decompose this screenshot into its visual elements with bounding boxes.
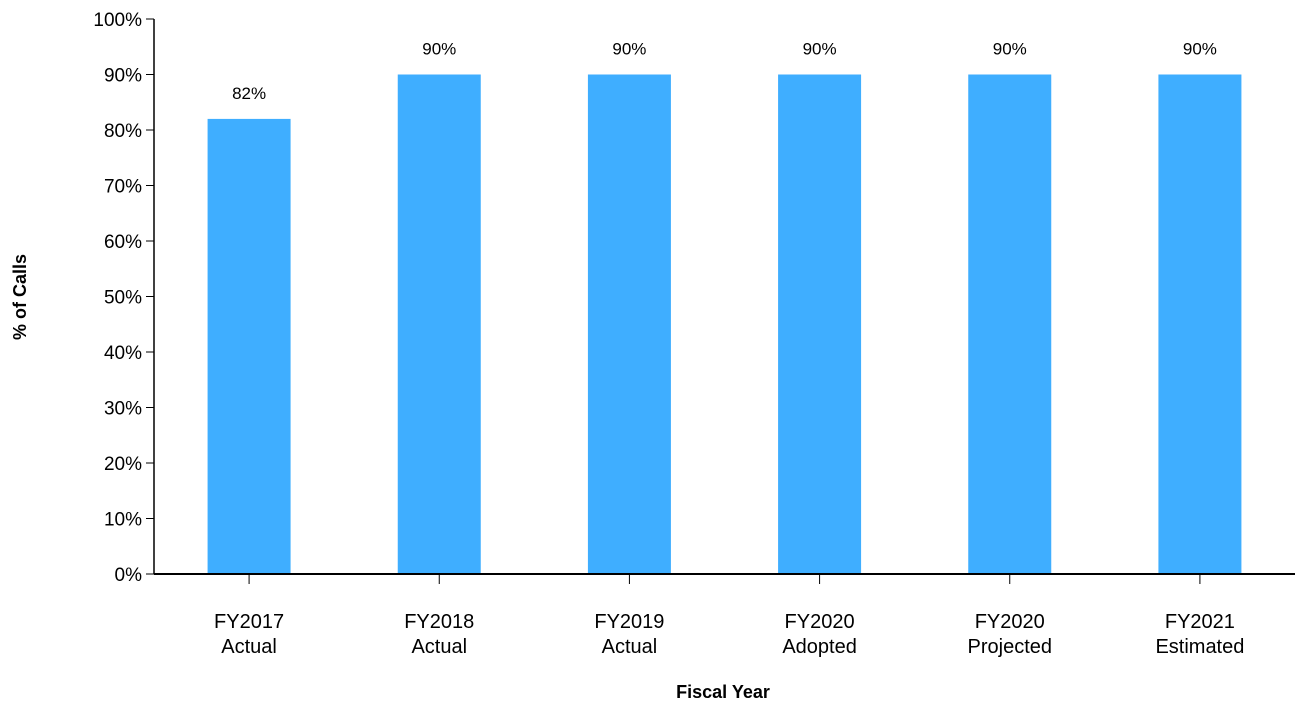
bar — [397, 74, 481, 574]
x-tick-label-line: FY2020 — [785, 611, 855, 633]
x-tick-label-line: FY2018 — [404, 611, 474, 633]
y-tick-label: 10% — [104, 510, 142, 531]
y-tick-label: 80% — [104, 121, 142, 142]
x-tick-label-line: Estimated — [1155, 636, 1244, 658]
data-labels: 82% 90% 90% 90% 90% 90% — [232, 40, 1217, 103]
bar — [778, 74, 862, 574]
x-tick-label: FY2017 Actual — [214, 611, 284, 658]
bars — [207, 74, 1242, 575]
x-tick-label-line: FY2017 — [214, 611, 284, 633]
bar-value-label: 90% — [1183, 40, 1217, 59]
x-tick-label-line: Actual — [221, 636, 277, 658]
y-tick-label: 0% — [115, 565, 143, 586]
x-tick-label: FY2019 Actual — [594, 611, 664, 658]
bar-value-label: 90% — [422, 40, 456, 59]
bar — [207, 118, 291, 575]
x-tick-label-line: Projected — [968, 636, 1053, 658]
x-axis-title: Fiscal Year — [676, 682, 770, 702]
y-tick-label: 70% — [104, 177, 142, 198]
x-tick-label-line: FY2021 — [1165, 611, 1235, 633]
bar-value-label: 82% — [232, 84, 266, 103]
x-tick-label-line: FY2019 — [594, 611, 664, 633]
bar — [587, 74, 671, 574]
x-tick-label: FY2018 Actual — [404, 611, 474, 658]
bar — [1158, 74, 1242, 574]
x-tick-label: FY2021 Estimated — [1155, 611, 1244, 658]
bar-value-label: 90% — [803, 40, 837, 59]
x-tick-label-line: Adopted — [782, 636, 857, 658]
x-tick-label-line: Actual — [411, 636, 467, 658]
x-tick-label-line: Actual — [602, 636, 658, 658]
y-axis-title: % of Calls — [10, 254, 30, 340]
bar-value-label: 90% — [612, 40, 646, 59]
y-tick-label: 30% — [104, 399, 142, 420]
x-tick-label: FY2020 Adopted — [782, 611, 857, 658]
x-tick-label: FY2020 Projected — [968, 611, 1053, 658]
y-tick-label: 100% — [93, 10, 142, 31]
y-tick-label: 40% — [104, 343, 142, 364]
y-tick-label: 20% — [104, 454, 142, 475]
y-tick-label: 50% — [104, 288, 142, 309]
y-axis-ticks: 0% 10% 20% 30% 40% 50% 60% 70% 80% 90% 100% — [93, 10, 154, 586]
y-tick-label: 90% — [104, 66, 142, 87]
bar — [968, 74, 1052, 574]
x-tick-label-line: FY2020 — [975, 611, 1045, 633]
y-tick-label: 60% — [104, 232, 142, 253]
bar-value-label: 90% — [993, 40, 1027, 59]
